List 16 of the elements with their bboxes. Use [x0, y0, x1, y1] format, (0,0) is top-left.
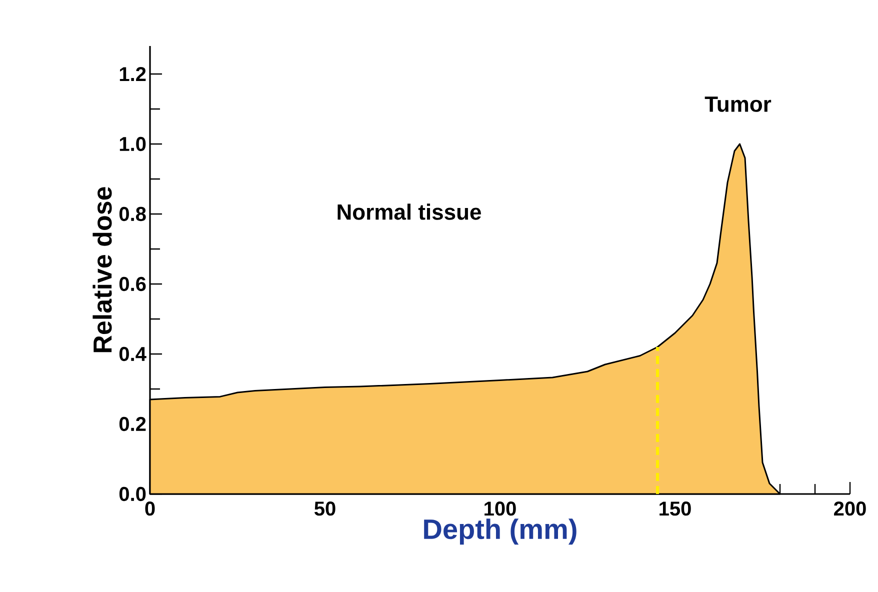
y-axis-title: Relative dose: [92, 187, 112, 352]
x-tick-label: 150: [660, 502, 691, 516]
annotation: Tumor: [704, 96, 772, 112]
y-tick-label: 0.8: [119, 206, 146, 222]
x-tick-label: 0: [145, 502, 155, 516]
x-axis-title: Depth (mm): [424, 518, 576, 545]
annotation: Normal tissue: [338, 204, 481, 220]
y-tick-label: 0.4: [119, 346, 146, 362]
x-tick-label: 100: [484, 502, 516, 516]
y-tick-label: 0.2: [119, 416, 146, 432]
y-tick-label: 1.2: [120, 67, 146, 81]
x-tick-label: 50: [314, 502, 336, 516]
y-tick-label: 1.0: [120, 136, 146, 152]
y-tick-label: 0.0: [119, 486, 146, 502]
y-tick-label: 0.6: [119, 276, 146, 292]
x-tick-label: 200: [834, 502, 866, 516]
